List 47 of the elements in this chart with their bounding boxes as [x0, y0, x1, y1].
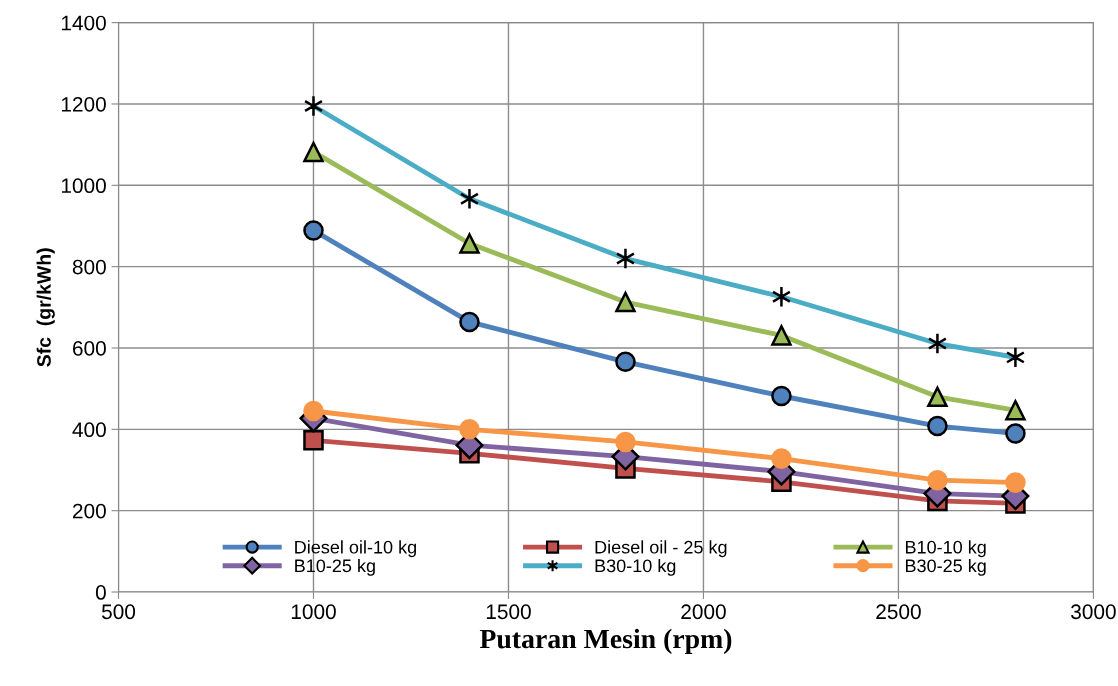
- legend-label: B10-25 kg: [295, 558, 375, 576]
- legend-label: Diesel oil - 25 kg: [595, 540, 727, 558]
- point: [1005, 399, 1026, 421]
- x-axis-title: Putaran Mesin (rpm): [479, 628, 732, 654]
- point: [1005, 472, 1026, 493]
- legend-label: Diesel oil-10 kg: [295, 540, 416, 558]
- x-tick-label: 3000: [1071, 604, 1116, 620]
- point: [615, 351, 636, 373]
- point: [771, 325, 792, 346]
- point: [927, 386, 948, 408]
- point: [615, 431, 636, 453]
- point: [303, 95, 324, 117]
- y-tick-label: 1000: [61, 178, 106, 194]
- legend-label: B30-10 kg: [595, 558, 676, 576]
- point: [303, 141, 324, 163]
- point: [303, 400, 324, 422]
- point: [927, 469, 948, 491]
- point: [459, 419, 480, 440]
- x-tick-label: 500: [101, 604, 136, 620]
- point: [459, 187, 480, 210]
- point: [615, 247, 636, 270]
- x-tick-label: 2000: [681, 604, 726, 620]
- y-tick-label: 200: [72, 503, 106, 519]
- y-tick-label: 1200: [61, 96, 106, 112]
- y-tick-label: 800: [72, 259, 106, 275]
- point: [459, 233, 480, 254]
- x-tick-label: 1000: [291, 604, 336, 620]
- legend-label: B30-25 kg: [905, 558, 986, 576]
- point: [615, 291, 636, 313]
- point: [771, 285, 792, 308]
- legend-label: B10-10 kg: [905, 540, 986, 558]
- point: [303, 220, 324, 241]
- point: [771, 448, 792, 469]
- point: [1005, 423, 1026, 444]
- y-tick-label: 400: [72, 422, 106, 438]
- point: [459, 311, 480, 333]
- y-tick-label: 1400: [61, 15, 106, 31]
- point: [1005, 346, 1026, 369]
- point: [303, 430, 324, 451]
- x-tick-label: 2500: [876, 604, 921, 620]
- point: [927, 332, 948, 355]
- x-tick-label: 1500: [486, 604, 531, 620]
- point: [927, 415, 948, 437]
- y-tick-label: 600: [73, 341, 106, 356]
- y-axis-title: Sfc (gr/kWh): [36, 248, 55, 367]
- point: [771, 385, 792, 407]
- y-tick-label: 0: [95, 585, 106, 600]
